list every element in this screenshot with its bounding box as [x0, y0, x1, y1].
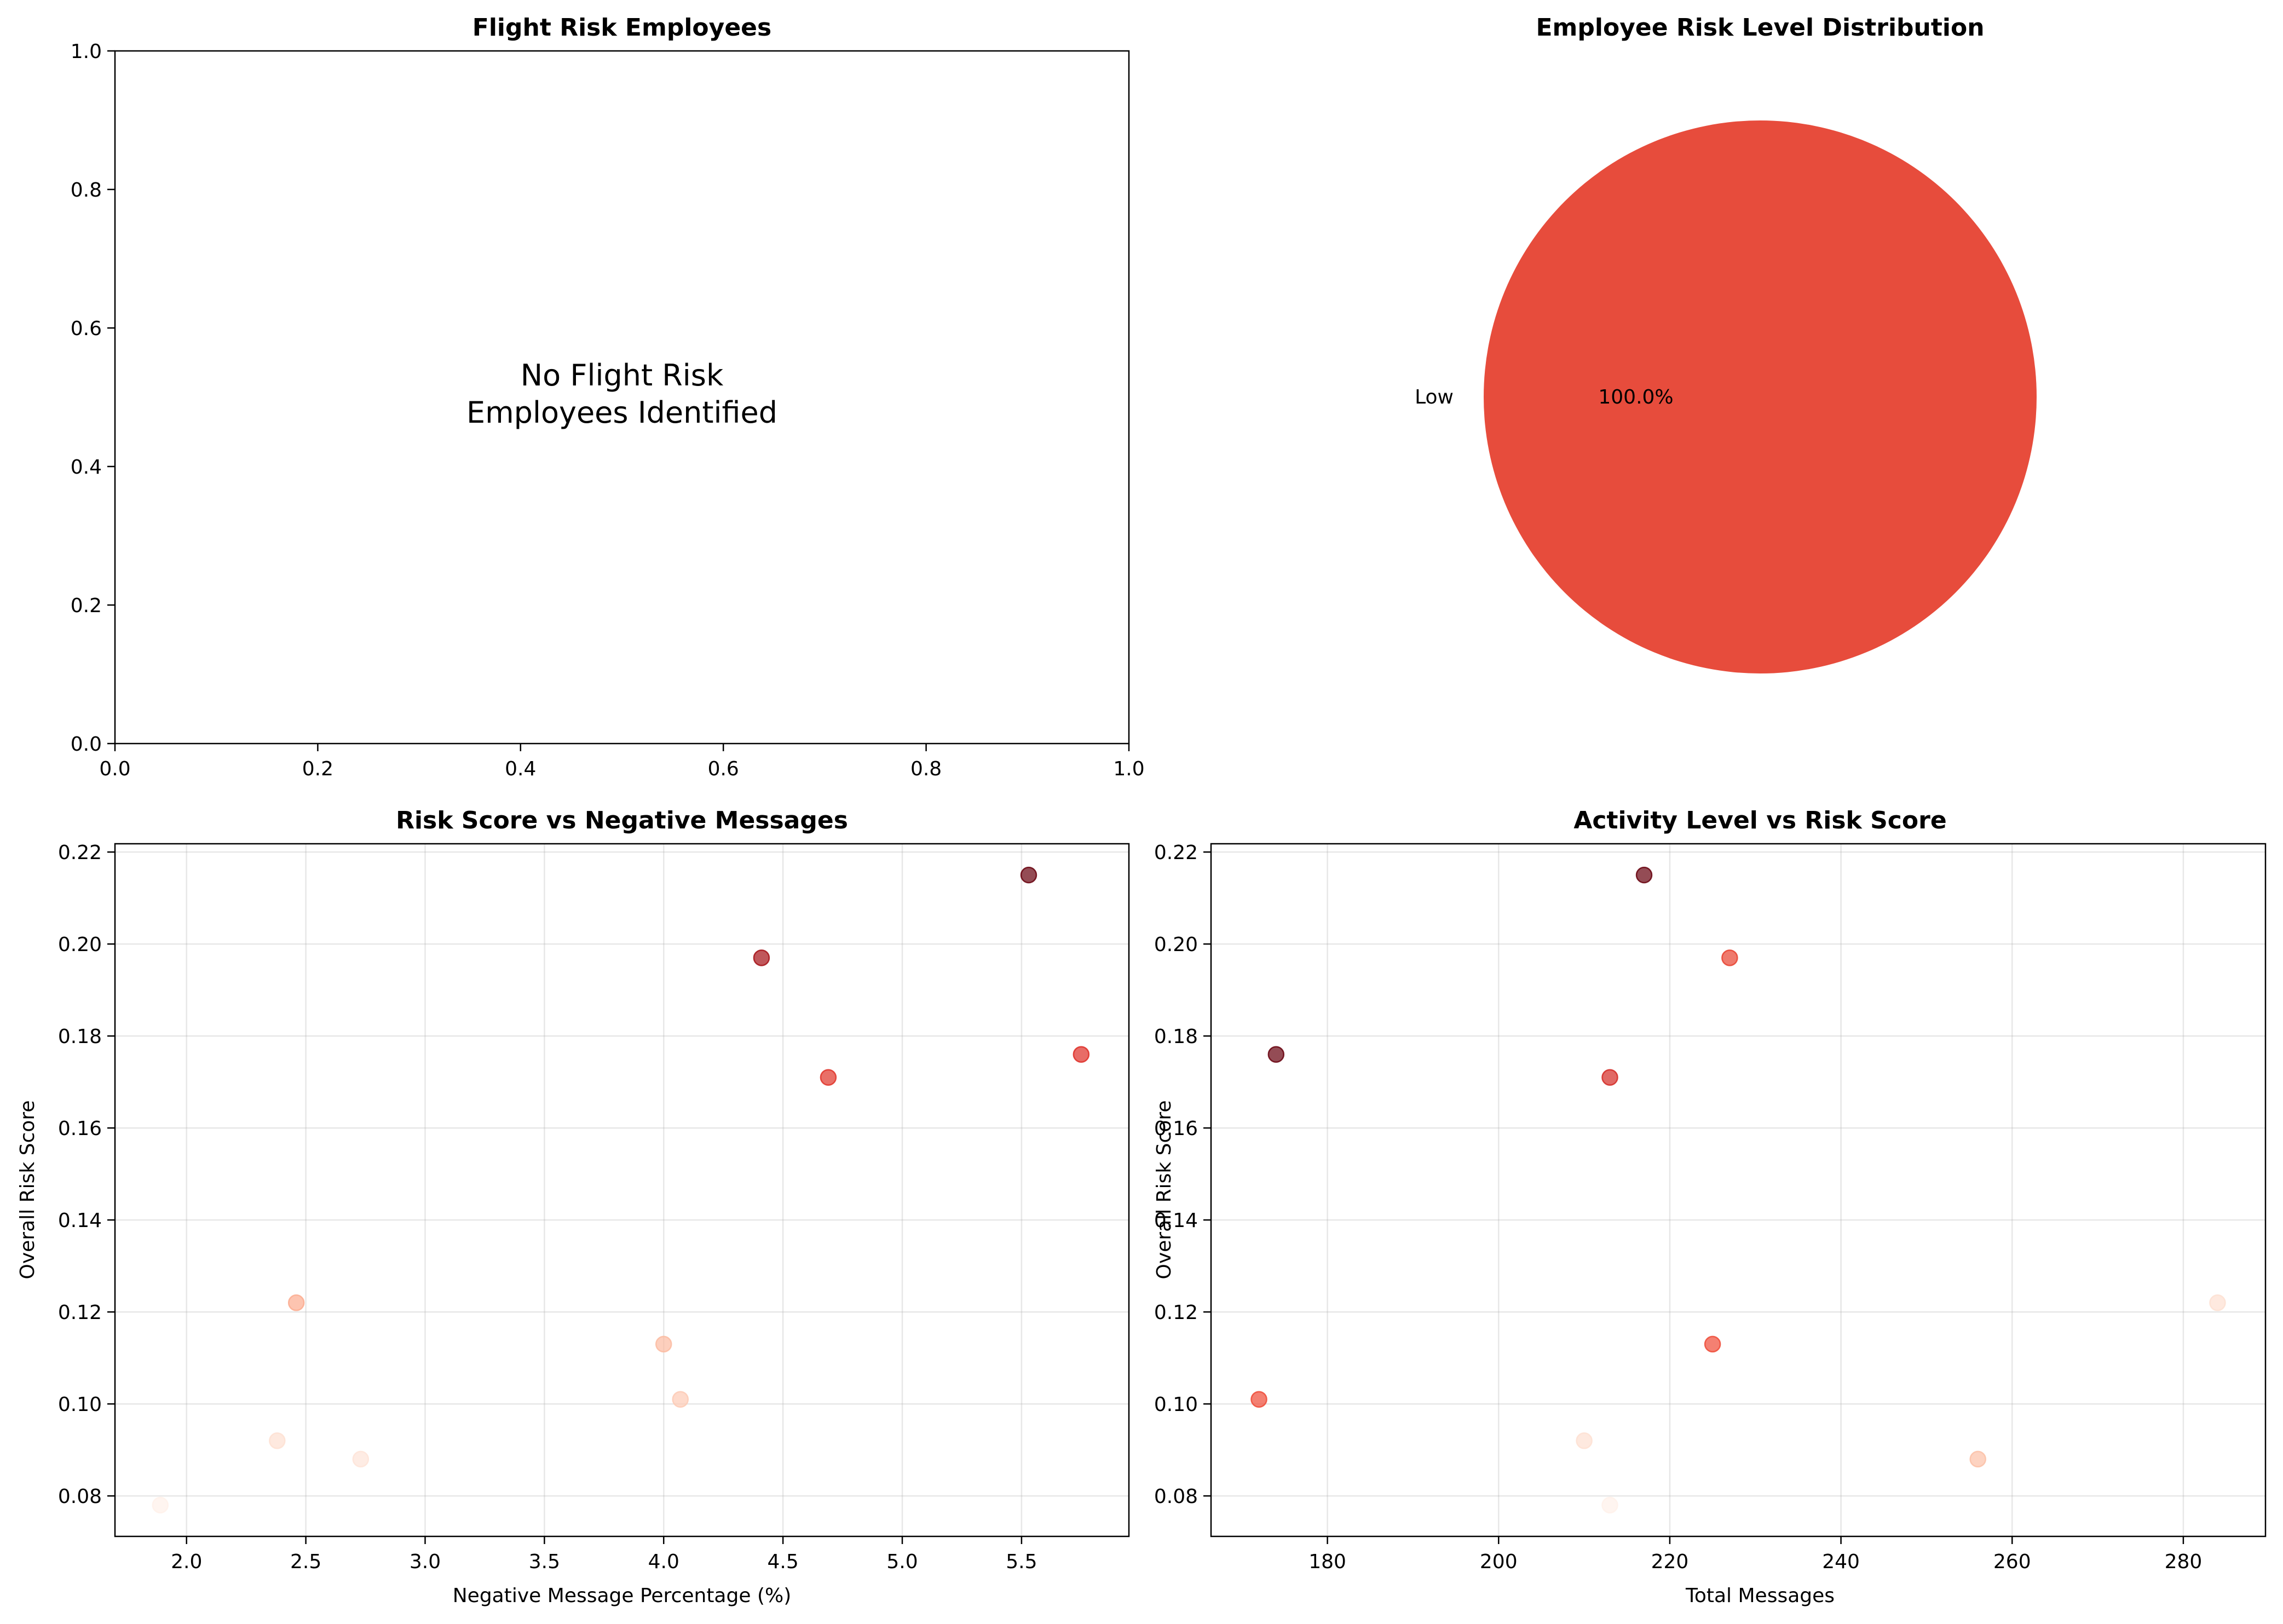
- p4-xtick-label: 220: [1651, 1551, 1689, 1573]
- p4-ytick-label: 0.10: [1154, 1393, 1198, 1416]
- panel4-ylabel: Overall Risk Score: [1153, 1101, 1175, 1280]
- p3-point-4: [287, 1294, 305, 1311]
- panel1-message-line1: No Flight Risk: [521, 358, 724, 393]
- p3-xtick-label: 2.5: [290, 1551, 321, 1573]
- p4-point-2: [1267, 1046, 1285, 1063]
- p4-ytick-label: 0.18: [1154, 1026, 1198, 1048]
- p4-point-4: [2209, 1294, 2226, 1311]
- p4-ytick-label: 0.08: [1154, 1485, 1198, 1508]
- p3-xtick-label: 5.0: [886, 1551, 918, 1573]
- p3-ytick-label: 0.10: [58, 1393, 102, 1416]
- p4-xtick-label: 260: [1993, 1551, 2031, 1573]
- pie-slice-low: [1484, 120, 2037, 673]
- panel4-points: [1250, 866, 2226, 1514]
- p4-xtick-label: 280: [2165, 1551, 2203, 1573]
- panel1-ytick-label: 0.8: [71, 179, 102, 201]
- p4-ytick-label: 0.20: [1154, 934, 1198, 956]
- p4-point-7: [1576, 1432, 1593, 1449]
- p3-xtick-label: 2.0: [171, 1551, 202, 1573]
- panel1-xtick-label: 0.0: [99, 758, 130, 780]
- panel1-ytick-label: 0.0: [71, 733, 102, 756]
- panel4-title: Activity Level vs Risk Score: [1573, 807, 1946, 834]
- panel-flight-risk: Flight Risk Employees 0.0 0.2 0.4 0.6 0.8 1.0…: [71, 14, 1145, 780]
- panel1-xtick-label: 0.4: [505, 758, 536, 780]
- p4-point-3: [1601, 1069, 1618, 1086]
- p3-point-1: [753, 949, 770, 966]
- p3-ytick-label: 0.08: [58, 1485, 102, 1508]
- p4-point-9: [1601, 1496, 1618, 1514]
- p3-xtick-label: 3.0: [410, 1551, 441, 1573]
- panel1-ytick-label: 0.2: [71, 595, 102, 617]
- panel1-axes: [114, 50, 1130, 745]
- panel1-title: Flight Risk Employees: [472, 14, 771, 42]
- panel1-xtick-label: 1.0: [1113, 758, 1144, 780]
- pie-pct-low: 100.0%: [1598, 386, 1673, 408]
- panel1-message-line2: Employees Identified: [466, 395, 777, 430]
- p4-point-1: [1721, 949, 1738, 966]
- panel3-ylabel: Overall Risk Score: [16, 1101, 39, 1280]
- panel4-xlabel: Total Messages: [1685, 1585, 1835, 1607]
- p4-point-6: [1250, 1391, 1267, 1408]
- panel1-xtick-label: 0.2: [302, 758, 333, 780]
- panel3-grid: [115, 844, 1129, 1536]
- panel1-ytick-label: 0.4: [71, 456, 102, 479]
- p4-ytick-label: 0.12: [1154, 1301, 1198, 1324]
- p4-point-8: [1969, 1450, 1986, 1468]
- p4-xtick-label: 240: [1822, 1551, 1860, 1573]
- p3-ytick-label: 0.14: [58, 1210, 102, 1232]
- p3-ytick-label: 0.22: [58, 842, 102, 864]
- p3-ytick-label: 0.12: [58, 1301, 102, 1324]
- panel1-xtick-label: 0.8: [910, 758, 942, 780]
- p3-point-6: [672, 1391, 689, 1408]
- p3-xtick-label: 5.5: [1006, 1551, 1037, 1573]
- panel1-xtick-label: 0.6: [708, 758, 739, 780]
- p3-point-7: [269, 1432, 286, 1449]
- p3-point-5: [655, 1335, 672, 1353]
- panel1-ticks: 0.0 0.2 0.4 0.6 0.8 1.0 0.0 0.2 0.4 0.6 0.8 1.0: [71, 41, 1145, 780]
- panel4-grid: [1211, 844, 2265, 1536]
- p3-xtick-label: 4.5: [768, 1551, 799, 1573]
- p3-point-9: [152, 1496, 169, 1514]
- p3-point-3: [820, 1069, 837, 1086]
- p3-point-2: [1073, 1046, 1090, 1063]
- panel-risk-vs-negative: Risk Score vs Negative Messages 2.0 2.5 3.…: [16, 807, 1130, 1607]
- p4-xtick-label: 180: [1308, 1551, 1346, 1573]
- p3-xtick-label: 3.5: [529, 1551, 560, 1573]
- p4-point-5: [1704, 1335, 1721, 1353]
- p3-ytick-label: 0.20: [58, 934, 102, 956]
- p3-point-8: [352, 1450, 370, 1468]
- panel3-axes: [114, 843, 1130, 1537]
- p3-ytick-label: 0.18: [58, 1026, 102, 1048]
- panel3-points: [152, 866, 1090, 1514]
- panel3-title: Risk Score vs Negative Messages: [396, 807, 848, 834]
- panel1-ytick-label: 1.0: [71, 41, 102, 63]
- p4-xtick-label: 200: [1480, 1551, 1518, 1573]
- p3-ytick-label: 0.16: [58, 1118, 102, 1140]
- panel2-title: Employee Risk Level Distribution: [1536, 14, 1984, 42]
- p3-point-0: [1020, 866, 1037, 884]
- p4-ytick-label: 0.22: [1154, 842, 1198, 864]
- p4-ytick-label: 0.14: [1154, 1210, 1198, 1232]
- p4-point-0: [1635, 866, 1653, 884]
- pie-label-low: Low: [1415, 386, 1454, 408]
- panel-risk-distribution: Employee Risk Level Distribution Low 100…: [1415, 14, 2037, 673]
- panel3-xlabel: Negative Message Percentage (%): [453, 1585, 792, 1607]
- panel1-ytick-label: 0.6: [71, 318, 102, 340]
- panel-activity-vs-risk: Activity Level vs Risk Score 180 200 220 24…: [1153, 807, 2267, 1607]
- p3-xtick-label: 4.0: [648, 1551, 679, 1573]
- panel4-axes: [1210, 843, 2267, 1537]
- panel4-ticks: 180 200 220 240 260 280 0.08 0.10 0.12 0.14 0.16 0.…: [1154, 842, 2202, 1573]
- p4-ytick-label: 0.16: [1154, 1118, 1198, 1140]
- panel3-ticks: 2.0 2.5 3.0 3.5 4.0 4.5 5.0 5.5 0.08 0.10 0.12 0.14…: [58, 842, 1037, 1573]
